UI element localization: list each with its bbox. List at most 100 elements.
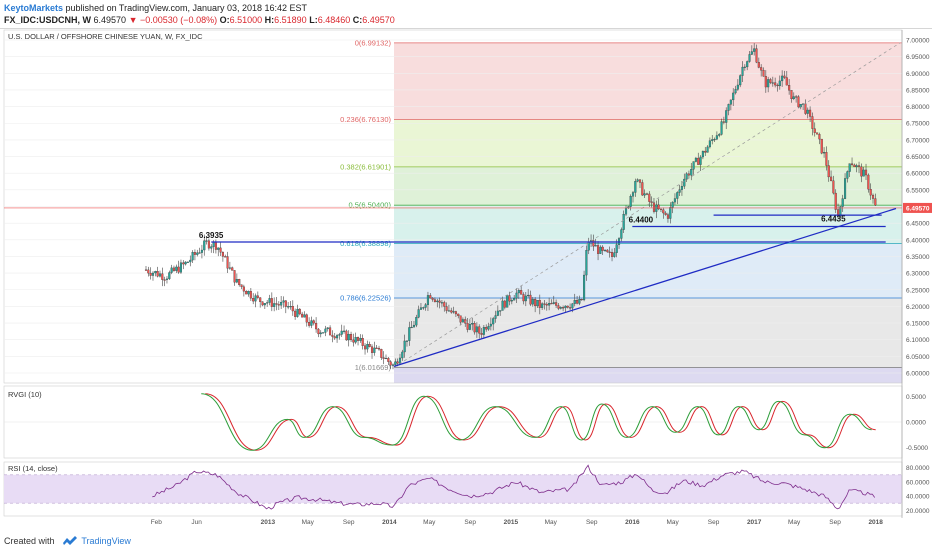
candle-body [748,54,751,62]
candle-body [312,320,315,324]
rsi-tick-label: 60.0000 [906,479,930,486]
candle-body [806,109,809,114]
candle-body [256,295,259,298]
candle-body [370,346,374,353]
candle-body [597,245,600,254]
candle-body [368,344,371,347]
candle-body [443,302,446,307]
price-tick-label: 7.00000 [906,37,930,44]
candle-body [816,132,819,135]
time-tick-label: Sep [343,519,355,526]
candle-body [678,189,681,193]
candle-body [175,266,178,271]
price-chart[interactable]: 0(6.99132) 0.236(6.76130) 0.382(6.61901) 0.… [0,28,932,532]
price-annotation-2: 6.4435 [821,214,846,223]
rvgi-main-line [201,393,872,451]
candle-body [363,345,367,350]
fib-label-0.236: 0.236(6.76130) [340,115,391,124]
candle-body [331,334,334,337]
candle-body [261,301,264,306]
candle-body [645,193,649,195]
candle-body [862,169,865,177]
close-value: 6.49570 [362,15,395,25]
candle-body [221,251,224,257]
fib-zone-1 [393,367,902,383]
drawings: 6.3935 6.4400 6.4435 [4,42,902,368]
candle-body [489,323,492,327]
down-arrow-icon: ▼ [128,15,138,25]
fib-label-0.5: 0.5(6.50400) [348,201,391,210]
candle-body [527,294,530,297]
candle-body [820,138,823,154]
candle-body [517,290,520,294]
candle-body [156,271,159,277]
candle-body [755,48,758,63]
time-tick-label: May [302,519,315,526]
candle-body [207,240,210,249]
candle-body [426,295,430,305]
candle-body [825,152,828,166]
fib-zone-0 [393,42,902,120]
candle-body [797,96,800,108]
price-series [144,43,877,370]
symbol-label: FX_IDC:USDCNH, W [4,15,91,25]
candle-body [499,310,502,312]
candle-body [191,252,194,261]
candle-body [552,302,555,304]
candle-body [624,207,628,215]
candle-body [871,194,875,199]
time-tick-label: Jun [191,519,202,526]
candle-body [720,121,723,135]
candle-body [303,314,306,318]
tradingview-brand[interactable]: TradingView [81,536,131,546]
rsi-band [4,474,902,504]
candle-body [478,326,481,334]
candle-body [657,204,660,210]
candle-body [827,165,830,178]
candle-body [736,84,739,90]
candle-body [629,196,632,207]
candle-body [347,333,350,341]
candle-body [608,251,611,253]
price-tick-label: 6.60000 [906,171,930,178]
candle-body [638,179,642,183]
time-tick-label: Sep [464,519,476,526]
candle-body [799,103,802,108]
candle-body [350,333,353,341]
candle-body [529,294,532,305]
candle-body [683,178,686,187]
candle-body [718,134,721,136]
price-tick-label: 6.85000 [906,87,930,94]
candle-body [811,116,814,129]
candle-body [205,240,208,242]
candle-body [266,302,269,304]
candle-body [834,192,837,210]
candle-body [415,317,418,326]
candle-body [850,163,854,166]
candle-body [599,246,602,254]
candle-body [671,201,674,208]
candle-body [823,152,826,154]
open-label: O: [219,15,230,25]
candle-body [366,344,369,350]
candle-body [503,300,506,308]
candle-body [669,207,672,219]
oscillators [4,393,902,510]
candle-body [394,361,397,365]
candle-body [513,298,516,301]
candle-body [641,182,644,196]
author-link[interactable]: KeytoMarkets [4,3,64,13]
time-tick-label: Feb [151,519,163,526]
publish-info: KeytoMarkets published on TradingView.co… [4,2,307,14]
candle-body [287,306,290,308]
high-value: 6.51890 [274,15,307,25]
rsi-tick-label: 80.0000 [906,465,930,472]
candle-body [301,313,304,318]
candle-body [510,299,513,302]
candle-body [846,171,849,179]
candle-body [354,337,357,343]
candle-body [387,357,390,362]
candle-body [324,328,327,333]
candle-body [168,272,171,280]
candle-body [837,209,840,217]
